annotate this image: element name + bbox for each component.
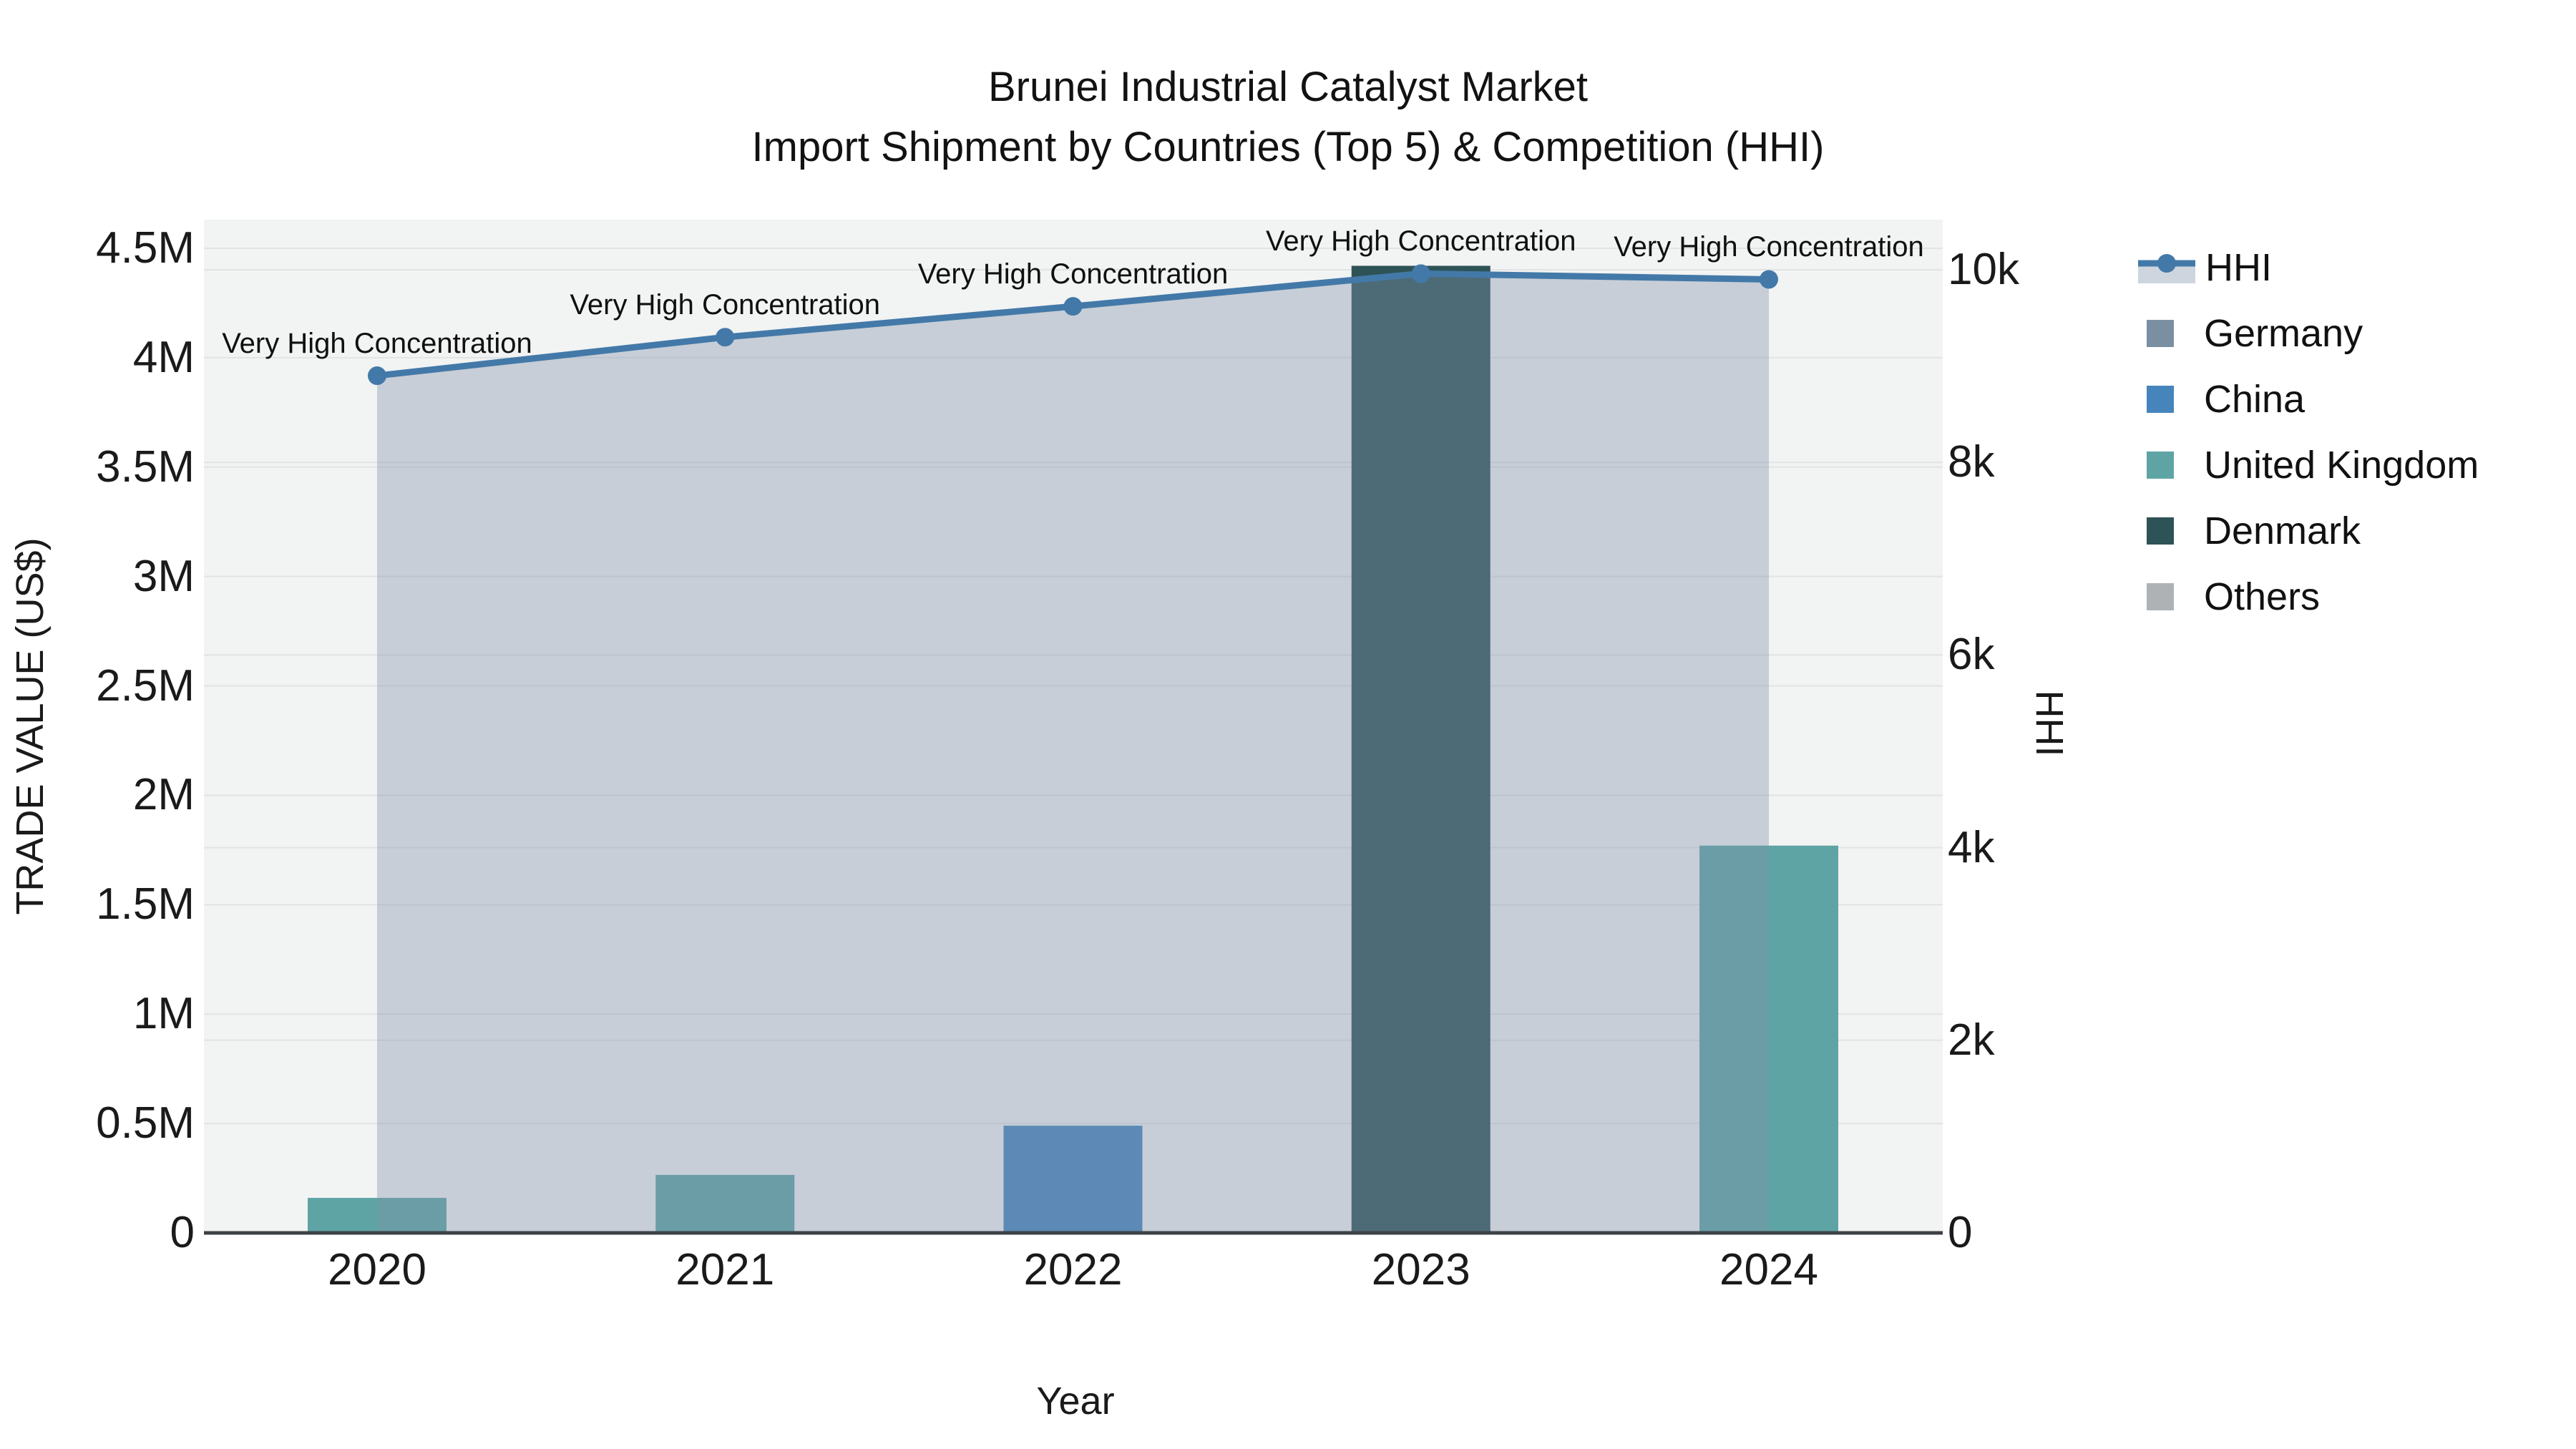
right-tick-6k: 6k	[1948, 630, 1995, 680]
left-tick-3M: 3M	[132, 551, 195, 601]
annotation-2023: Very High Concentration	[1265, 225, 1576, 258]
legend-item-denmark[interactable]: Denmark	[2138, 498, 2479, 564]
bar-2024-united-kingdom	[1699, 845, 1838, 1233]
x-tick-2020: 2020	[328, 1245, 426, 1294]
legend-item-label: Denmark	[2204, 509, 2361, 552]
legend-item-label: Others	[2204, 575, 2321, 618]
legend-item-label: China	[2204, 378, 2306, 421]
bar-2023-denmark	[1351, 265, 1491, 1234]
annotation-2024: Very High Concentration	[1614, 231, 1924, 263]
x-tick-2021: 2021	[675, 1245, 775, 1294]
right-tick-8k: 8k	[1948, 437, 1995, 487]
right-tick-10k: 10k	[1948, 245, 2019, 294]
right-tick-4k: 4k	[1948, 822, 1995, 872]
x-tick-2024: 2024	[1719, 1245, 1818, 1294]
hhi-marker-2024	[1760, 270, 1778, 289]
legend: HHI Germany China United Kingdom Denmark Othe…	[2138, 235, 2479, 630]
legend-item-hhi[interactable]: HHI	[2138, 235, 2479, 301]
legend-swatch-icon	[2147, 320, 2174, 347]
legend-swatch-icon	[2147, 583, 2174, 610]
annotation-2021: Very High Concentration	[570, 289, 881, 321]
left-tick-4M: 4M	[132, 332, 195, 382]
hhi-line-marker-icon	[2138, 254, 2195, 283]
plot-background	[204, 220, 1943, 1233]
legend-item-label: Germany	[2204, 312, 2363, 355]
annotation-2020: Very High Concentration	[222, 328, 532, 360]
legend-item-others[interactable]: Others	[2138, 564, 2479, 630]
annotation-2022: Very High Concentration	[917, 258, 1229, 291]
bar-2021-united-kingdom	[655, 1174, 795, 1233]
legend-item-united-kingdom[interactable]: United Kingdom	[2138, 432, 2479, 498]
left-tick-1M: 1M	[132, 989, 195, 1039]
x-tick-2023: 2023	[1371, 1245, 1470, 1294]
right-tick-2k: 2k	[1948, 1015, 1995, 1065]
x-axis-title: Year	[1036, 1380, 1115, 1423]
left-tick-2.5M: 2.5M	[96, 660, 195, 711]
bar-2022-china	[1003, 1126, 1143, 1233]
left-tick-1.5M: 1.5M	[96, 879, 195, 930]
left-tick-3.5M: 3.5M	[96, 441, 195, 492]
legend-item-label: HHI	[2205, 246, 2272, 289]
legend-swatch-icon	[2147, 386, 2174, 413]
hhi-area-fill	[377, 273, 1769, 1233]
hhi-marker-2021	[716, 328, 735, 347]
right-axis-title: HHI	[2028, 690, 2071, 757]
hhi-marker-2020	[368, 366, 386, 386]
hhi-marker-2022	[1063, 297, 1083, 316]
legend-item-germany[interactable]: Germany	[2138, 301, 2479, 366]
hhi-marker-2023	[1411, 264, 1430, 283]
chart-title-line2: Import Shipment by Countries (Top 5) & C…	[751, 124, 1825, 170]
legend-swatch-icon	[2147, 517, 2174, 545]
chart-title-line1: Brunei Industrial Catalyst Market	[987, 64, 1589, 110]
bar-2020-united-kingdom	[308, 1198, 447, 1233]
left-tick-0: 0	[170, 1208, 195, 1257]
legend-item-china[interactable]: China	[2138, 366, 2479, 432]
x-tick-2022: 2022	[1023, 1245, 1123, 1294]
legend-swatch-icon	[2147, 452, 2174, 479]
left-tick-0.5M: 0.5M	[96, 1098, 195, 1148]
left-tick-4.5M: 4.5M	[96, 223, 195, 273]
right-tick-0: 0	[1948, 1208, 1973, 1257]
left-tick-2M: 2M	[132, 770, 195, 820]
left-axis-title: TRADE VALUE (US$)	[9, 537, 52, 915]
legend-item-label: United Kingdom	[2204, 444, 2479, 487]
